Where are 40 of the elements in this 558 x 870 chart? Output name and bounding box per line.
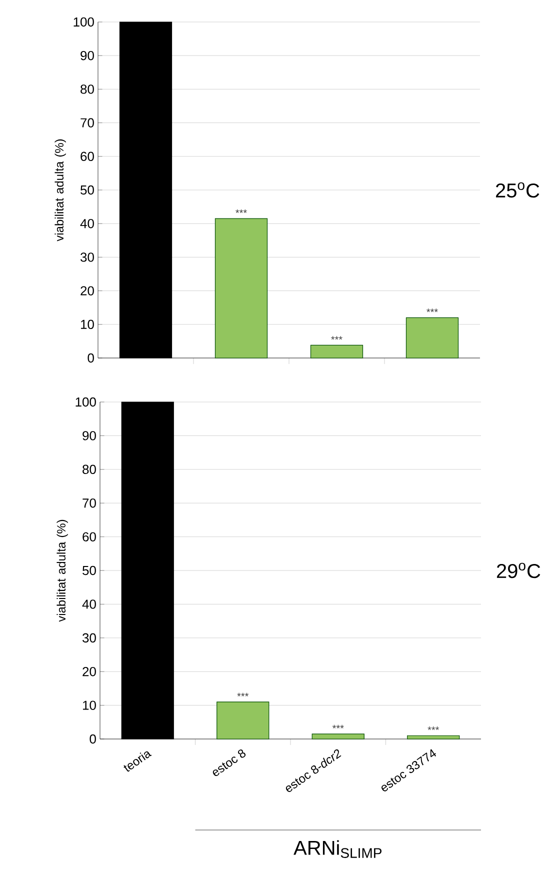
- text: 25$^{o}$C: [496, 182, 540, 198]
- annotation: ***: [426, 308, 438, 312]
- y-tick-label: 80: [80, 84, 94, 94]
- annotation: ***: [236, 209, 247, 213]
- y-tick-label: 20: [82, 666, 96, 676]
- y-tick-label: 100: [76, 397, 96, 407]
- y-tick-label: 10: [82, 700, 96, 710]
- bar: [216, 702, 270, 740]
- y-axis-title: viabilitat adulta (%): [56, 520, 68, 622]
- y-tick-label: 70: [82, 498, 96, 508]
- text: ARNi$_{SLIMP}$: [294, 840, 382, 858]
- y-tick-label: 50: [80, 185, 94, 195]
- y-tick-label: 90: [82, 431, 96, 440]
- y-tick-label: 0: [88, 353, 94, 363]
- y-tick-label: 0: [90, 734, 96, 744]
- annotation: ***: [331, 336, 342, 340]
- y-axis-title: viabilitat adulta (%): [54, 139, 66, 242]
- bar: [407, 735, 460, 740]
- y-tick-label: 100: [74, 17, 94, 27]
- bar: [406, 317, 459, 358]
- y-tick-label: 30: [80, 252, 94, 262]
- y-tick-label: 20: [80, 286, 94, 296]
- annotation: ***: [428, 726, 440, 730]
- x-tick-label: estoc 8: [212, 749, 246, 776]
- y-tick-label: 80: [82, 464, 96, 474]
- bar: [214, 218, 268, 358]
- y-tick-label: 90: [80, 50, 94, 60]
- y-tick-label: 60: [80, 152, 94, 161]
- annotation: ***: [237, 692, 249, 696]
- y-tick-label: 60: [82, 532, 96, 542]
- y-tick-label: 70: [80, 118, 94, 128]
- y-tick-label: 10: [80, 320, 94, 329]
- y-tick-label: 40: [80, 218, 94, 228]
- y-tick-label: 40: [82, 600, 96, 609]
- bar: [310, 344, 364, 358]
- bar: [312, 734, 364, 740]
- text: 29$^{o}$C: [496, 562, 540, 578]
- y-tick-label: 50: [82, 566, 96, 576]
- annotation: ***: [332, 724, 344, 728]
- y-tick-label: 30: [82, 633, 96, 642]
